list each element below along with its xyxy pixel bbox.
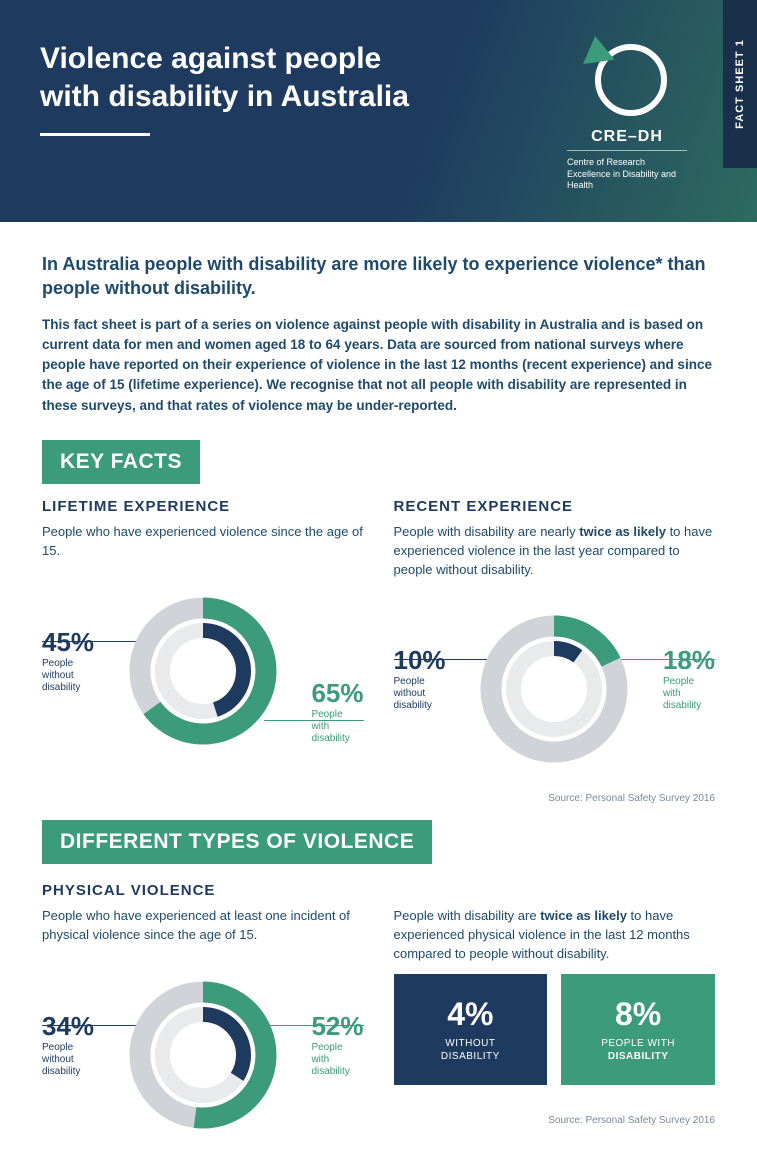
- intro-text: This fact sheet is part of a series on v…: [42, 315, 715, 416]
- stat-pct-with: 8%: [571, 996, 705, 1033]
- physical-left-col: People who have experienced at least one…: [42, 907, 364, 1155]
- recent-left-stat: 10% Peoplewithoutdisability: [394, 645, 446, 712]
- page-title: Violence against people with disability …: [40, 40, 440, 115]
- stat-pct-without: 4%: [404, 996, 538, 1033]
- stat-box-without: 4% WITHOUTDISABILITY: [394, 974, 548, 1085]
- lifetime-col: LIFETIME EXPERIENCE People who have expe…: [42, 498, 364, 805]
- lifetime-right-stat: 65% Peoplewithdisability: [311, 678, 363, 745]
- physical-row: People who have experienced at least one…: [42, 907, 715, 1155]
- source-text-2: Source: Personal Safety Survey 2016: [394, 1115, 716, 1126]
- donut-chart-icon: [128, 596, 278, 746]
- lifetime-left-pct: 45%: [42, 627, 94, 658]
- recent-left-pct: 10%: [394, 645, 446, 676]
- physical-right-stat: 52% Peoplewithdisability: [311, 1011, 363, 1078]
- physical-left-stat: 34% Peoplewithoutdisability: [42, 1011, 94, 1078]
- title-underline: [40, 133, 150, 136]
- recent-right-lbl: Peoplewithdisability: [663, 676, 715, 712]
- logo-name: CRE–DH: [591, 128, 663, 146]
- lifetime-title: LIFETIME EXPERIENCE: [42, 498, 364, 515]
- lifetime-donut-wrap: 45% Peoplewithoutdisability 65% Peoplewi…: [42, 571, 364, 771]
- content: In Australia people with disability are …: [0, 222, 757, 1175]
- stat-lbl-with: PEOPLE WITHDISABILITY: [571, 1037, 705, 1063]
- donut-chart-icon: [479, 614, 629, 764]
- physical-right-pct: 52%: [311, 1011, 363, 1042]
- recent-col: RECENT EXPERIENCE People with disability…: [394, 498, 716, 805]
- side-tab-label: FACT SHEET 1: [734, 39, 746, 129]
- lifetime-right-lbl: Peoplewithdisability: [311, 709, 363, 745]
- recent-desc: People with disability are nearly twice …: [394, 523, 716, 580]
- lifetime-left-stat: 45% Peoplewithoutdisability: [42, 627, 94, 694]
- logo-icon: [587, 40, 667, 120]
- recent-title: RECENT EXPERIENCE: [394, 498, 716, 515]
- side-tab: FACT SHEET 1: [723, 0, 757, 168]
- stat-box-with: 8% PEOPLE WITHDISABILITY: [561, 974, 715, 1085]
- physical-right-desc: People with disability are twice as like…: [394, 907, 716, 964]
- section-key-facts: KEY FACTS: [42, 440, 200, 484]
- physical-right-col: People with disability are twice as like…: [394, 907, 716, 1155]
- source-text: Source: Personal Safety Survey 2016: [394, 793, 716, 804]
- physical-left-lbl: Peoplewithoutdisability: [42, 1042, 94, 1078]
- physical-title: PHYSICAL VIOLENCE: [42, 882, 715, 899]
- lifetime-desc: People who have experienced violence sin…: [42, 523, 364, 561]
- section-types: DIFFERENT TYPES OF VIOLENCE: [42, 820, 432, 864]
- key-facts-row: LIFETIME EXPERIENCE People who have expe…: [42, 498, 715, 805]
- page: FACT SHEET 1 Violence against people wit…: [0, 0, 757, 1175]
- physical-left-desc: People who have experienced at least one…: [42, 907, 364, 945]
- header-left: Violence against people with disability …: [40, 40, 567, 136]
- header: FACT SHEET 1 Violence against people wit…: [0, 0, 757, 222]
- physical-left-pct: 34%: [42, 1011, 94, 1042]
- logo-block: CRE–DH Centre of Research Excellence in …: [567, 40, 687, 192]
- recent-right-pct: 18%: [663, 645, 715, 676]
- lifetime-right-pct: 65%: [311, 678, 363, 709]
- stat-lbl-without: WITHOUTDISABILITY: [404, 1037, 538, 1063]
- lifetime-left-lbl: Peoplewithoutdisability: [42, 658, 94, 694]
- stat-boxes: 4% WITHOUTDISABILITY 8% PEOPLE WITHDISAB…: [394, 974, 716, 1085]
- recent-left-lbl: Peoplewithoutdisability: [394, 676, 446, 712]
- recent-donut-wrap: 10% Peoplewithoutdisability 18% Peoplewi…: [394, 589, 716, 789]
- logo-subtitle: Centre of Research Excellence in Disabil…: [567, 150, 687, 192]
- lead-text: In Australia people with disability are …: [42, 252, 715, 301]
- physical-right-lbl: Peoplewithdisability: [311, 1042, 363, 1078]
- donut-chart-icon: [128, 980, 278, 1130]
- recent-right-stat: 18% Peoplewithdisability: [663, 645, 715, 712]
- physical-donut-wrap: 34% Peoplewithoutdisability 52% Peoplewi…: [42, 955, 364, 1155]
